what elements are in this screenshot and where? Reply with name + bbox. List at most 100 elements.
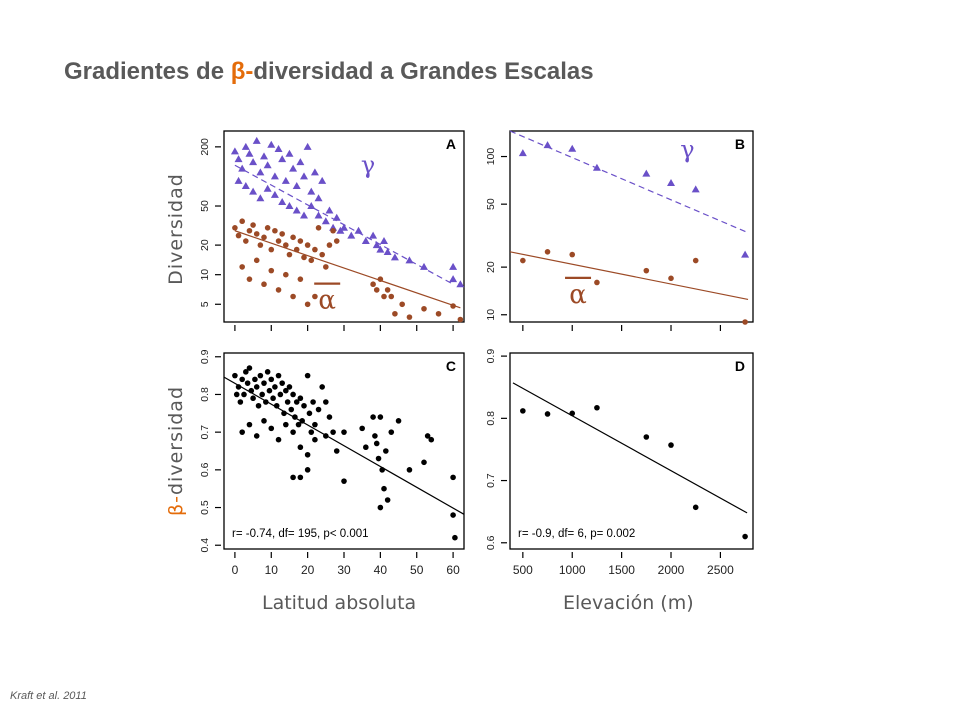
point-beta-c <box>255 402 262 409</box>
y-label-beta-rest: diversidad <box>165 385 187 496</box>
point-gamma-a <box>380 237 388 245</box>
point-alpha-a <box>290 234 296 241</box>
point-beta-c <box>290 429 296 435</box>
point-gamma-a <box>270 190 279 198</box>
title-suffix: diversidad a Grandes Escalas <box>253 58 594 85</box>
panel-letter-a: A <box>446 136 456 152</box>
point-alpha-a <box>388 293 395 300</box>
point-gamma-a <box>456 280 465 288</box>
point-alpha-a <box>239 264 245 270</box>
point-alpha-a <box>257 242 264 248</box>
point-alpha-a <box>293 246 300 253</box>
point-gamma-a <box>420 262 428 270</box>
point-alpha-b <box>594 279 600 286</box>
point-gamma-a <box>307 187 316 195</box>
point-beta-c <box>237 399 244 405</box>
point-beta-c <box>377 504 384 511</box>
point-beta-c <box>297 395 304 402</box>
point-beta-c <box>308 429 315 435</box>
y-tick-label-b: 50 <box>485 198 497 210</box>
point-alpha-a <box>286 251 293 258</box>
point-alpha-b <box>742 319 748 325</box>
point-gamma-a <box>347 231 356 239</box>
point-alpha-a <box>301 254 307 261</box>
point-alpha-a <box>330 227 336 234</box>
point-beta-c <box>250 395 256 402</box>
point-alpha-a <box>272 227 278 234</box>
panel-frame-c <box>223 352 465 550</box>
point-alpha-a <box>304 242 311 248</box>
point-alpha-b <box>520 257 526 264</box>
point-beta-c <box>284 399 291 405</box>
y-tick-label-c: 0.4 <box>199 538 211 553</box>
point-beta-c <box>450 474 456 481</box>
point-alpha-a <box>304 301 311 308</box>
y-tick-label-d: 0.6 <box>485 535 497 550</box>
point-alpha-a <box>312 293 318 300</box>
point-gamma-a <box>249 187 258 195</box>
point-alpha-a <box>297 276 304 282</box>
point-beta-c <box>381 485 387 492</box>
y-tick-label-c: 0.9 <box>199 349 211 364</box>
panel-frame-b <box>509 130 754 323</box>
fit-line-alpha-b <box>509 251 749 301</box>
y-tick-label-a: 10 <box>199 269 211 281</box>
y-axis-label-diversidad: Diversidad <box>165 173 187 285</box>
point-beta-c <box>241 391 247 398</box>
slide-title: Gradientes de β-diversidad a Grandes Esc… <box>64 58 594 86</box>
point-beta-c <box>341 429 347 435</box>
point-beta-c <box>301 402 307 409</box>
point-beta-c <box>279 380 285 386</box>
point-beta-c <box>341 478 347 484</box>
point-gamma-b <box>741 250 750 258</box>
point-alpha-a <box>268 246 275 253</box>
point-beta-c <box>421 459 427 466</box>
point-alpha-b <box>668 275 674 282</box>
point-beta-c <box>359 425 365 432</box>
citation: Kraft et al. 2011 <box>10 690 87 702</box>
x-tick-label-c: 40 <box>374 563 388 577</box>
point-gamma-a <box>249 158 258 166</box>
point-alpha-a <box>239 218 245 225</box>
point-beta-c <box>283 421 289 428</box>
point-gamma-a <box>314 211 323 219</box>
point-beta-c <box>384 497 391 503</box>
point-beta-d <box>668 442 674 448</box>
point-alpha-a <box>275 238 282 244</box>
point-gamma-a <box>270 172 279 180</box>
point-gamma-a <box>303 142 312 150</box>
point-beta-c <box>290 474 296 481</box>
y-axis-label-beta-diversidad: β-diversidad <box>165 386 187 516</box>
point-beta-c <box>283 387 289 394</box>
point-alpha-a <box>377 276 384 282</box>
point-beta-c <box>246 365 253 371</box>
point-beta-c <box>377 414 384 420</box>
point-gamma-a <box>281 176 290 184</box>
point-beta-c <box>277 391 284 398</box>
point-gamma-a <box>372 241 381 249</box>
point-gamma-a <box>369 231 378 239</box>
point-beta-c <box>268 425 275 432</box>
point-beta-c <box>252 376 258 383</box>
point-beta-c <box>310 399 316 405</box>
point-gamma-a <box>361 237 370 245</box>
point-beta-c <box>275 436 282 443</box>
point-gamma-a <box>292 181 301 189</box>
point-alpha-b <box>569 251 576 258</box>
point-beta-c <box>372 433 378 439</box>
point-alpha-a <box>333 238 340 244</box>
point-beta-c <box>370 414 376 420</box>
point-alpha-a <box>373 287 380 293</box>
x-tick-label-d: 2000 <box>658 563 685 577</box>
point-alpha-a <box>261 234 267 241</box>
point-beta-c <box>290 391 296 398</box>
point-gamma-a <box>383 248 392 256</box>
title-prefix: Gradientes de <box>64 58 231 85</box>
point-beta-c <box>383 448 389 454</box>
point-gamma-a <box>449 262 458 270</box>
point-beta-c <box>275 372 282 379</box>
point-beta-c <box>253 433 260 439</box>
point-beta-c <box>253 384 260 390</box>
point-beta-c <box>233 391 240 398</box>
point-alpha-a <box>235 232 242 239</box>
